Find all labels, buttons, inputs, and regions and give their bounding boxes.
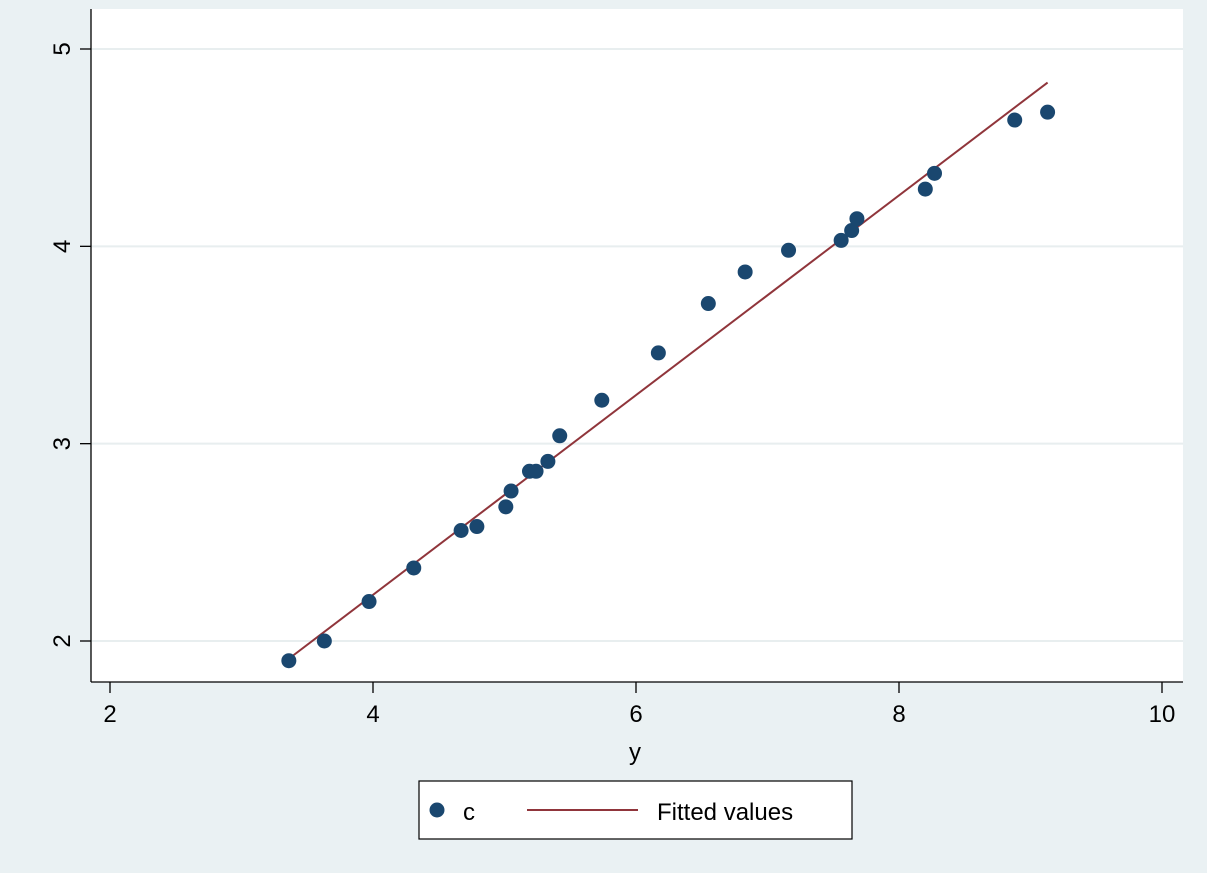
scatter-point (650, 345, 666, 361)
x-tick-label: 4 (366, 701, 379, 728)
scatter-point (737, 264, 753, 280)
legend-label-fitted: Fitted values (657, 799, 793, 826)
scatter-point (594, 392, 610, 408)
legend-marker-c (429, 802, 445, 818)
scatter-points (281, 104, 1056, 669)
legend-label-c: c (463, 799, 475, 826)
scatter-point (528, 463, 544, 479)
scatter-point (281, 653, 297, 669)
scatter-point (844, 223, 860, 239)
legend: c Fitted values (418, 780, 853, 840)
scatter-point (540, 453, 556, 469)
x-axis-title: y (629, 739, 641, 766)
scatter-point (453, 522, 469, 538)
x-tick-label: 8 (892, 701, 905, 728)
scatter-point (552, 428, 568, 444)
x-tick-label: 10 (1149, 701, 1176, 728)
scatter-point (700, 296, 716, 312)
scatter-point (361, 594, 377, 610)
y-tick-label: 5 (49, 42, 76, 55)
scatter-point (1007, 112, 1023, 128)
scatter-point (1040, 104, 1056, 120)
y-tick-label: 2 (49, 634, 76, 647)
grid-lines (91, 48, 1183, 642)
scatter-point (469, 519, 485, 535)
plot-area (91, 9, 1183, 682)
x-tick-label: 2 (103, 701, 116, 728)
scatter-point (833, 232, 849, 248)
scatter-point (503, 483, 519, 499)
x-tick-label: 6 (629, 701, 642, 728)
ticks: 2 3 4 5 2 4 6 8 10 (49, 42, 1175, 728)
scatter-point (406, 560, 422, 576)
scatter-point (781, 242, 797, 258)
y-tick-label: 4 (49, 240, 76, 253)
y-tick-label: 3 (49, 437, 76, 450)
scatter-point (917, 181, 933, 197)
scatter-point (498, 499, 514, 515)
scatter-point (316, 633, 332, 649)
scatter-point (927, 165, 943, 181)
scatter-point (849, 211, 865, 227)
axes (90, 9, 1183, 683)
